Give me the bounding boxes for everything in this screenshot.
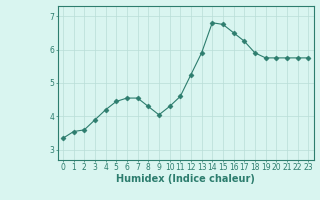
X-axis label: Humidex (Indice chaleur): Humidex (Indice chaleur) <box>116 174 255 184</box>
